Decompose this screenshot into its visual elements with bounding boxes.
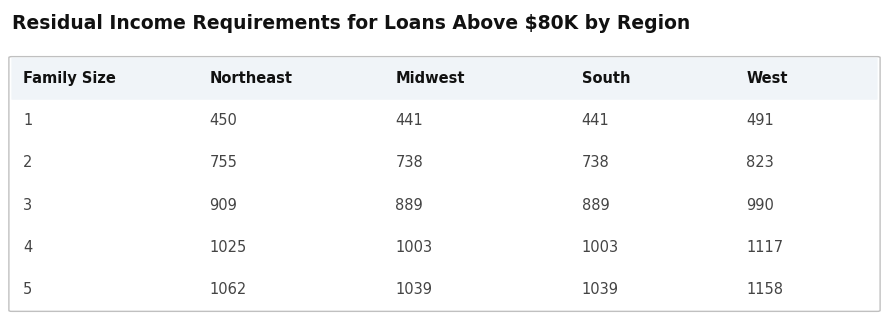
Text: 909: 909 <box>209 197 237 212</box>
Text: 1025: 1025 <box>209 240 246 255</box>
Text: South: South <box>581 71 630 86</box>
Text: 4: 4 <box>23 240 32 255</box>
Text: 1117: 1117 <box>746 240 783 255</box>
Text: 738: 738 <box>396 156 423 171</box>
Text: 1039: 1039 <box>396 282 432 297</box>
Text: Residual Income Requirements for Loans Above $80K by Region: Residual Income Requirements for Loans A… <box>12 14 690 33</box>
Text: 1003: 1003 <box>396 240 433 255</box>
Text: 491: 491 <box>746 113 774 128</box>
Text: 738: 738 <box>581 156 609 171</box>
Text: 450: 450 <box>209 113 237 128</box>
Text: 823: 823 <box>746 156 774 171</box>
Text: Family Size: Family Size <box>23 71 116 86</box>
Text: 441: 441 <box>396 113 423 128</box>
Text: 1062: 1062 <box>209 282 246 297</box>
Text: 5: 5 <box>23 282 32 297</box>
Text: 990: 990 <box>746 197 774 212</box>
Text: West: West <box>746 71 788 86</box>
Text: 1003: 1003 <box>581 240 619 255</box>
Text: 889: 889 <box>396 197 423 212</box>
Text: 1158: 1158 <box>746 282 783 297</box>
Text: 1: 1 <box>23 113 32 128</box>
Text: 755: 755 <box>209 156 237 171</box>
Text: 889: 889 <box>581 197 609 212</box>
Text: Midwest: Midwest <box>396 71 465 86</box>
Text: 2: 2 <box>23 156 33 171</box>
Text: Northeast: Northeast <box>209 71 292 86</box>
Text: 1039: 1039 <box>581 282 619 297</box>
Text: 3: 3 <box>23 197 32 212</box>
Text: 441: 441 <box>581 113 609 128</box>
